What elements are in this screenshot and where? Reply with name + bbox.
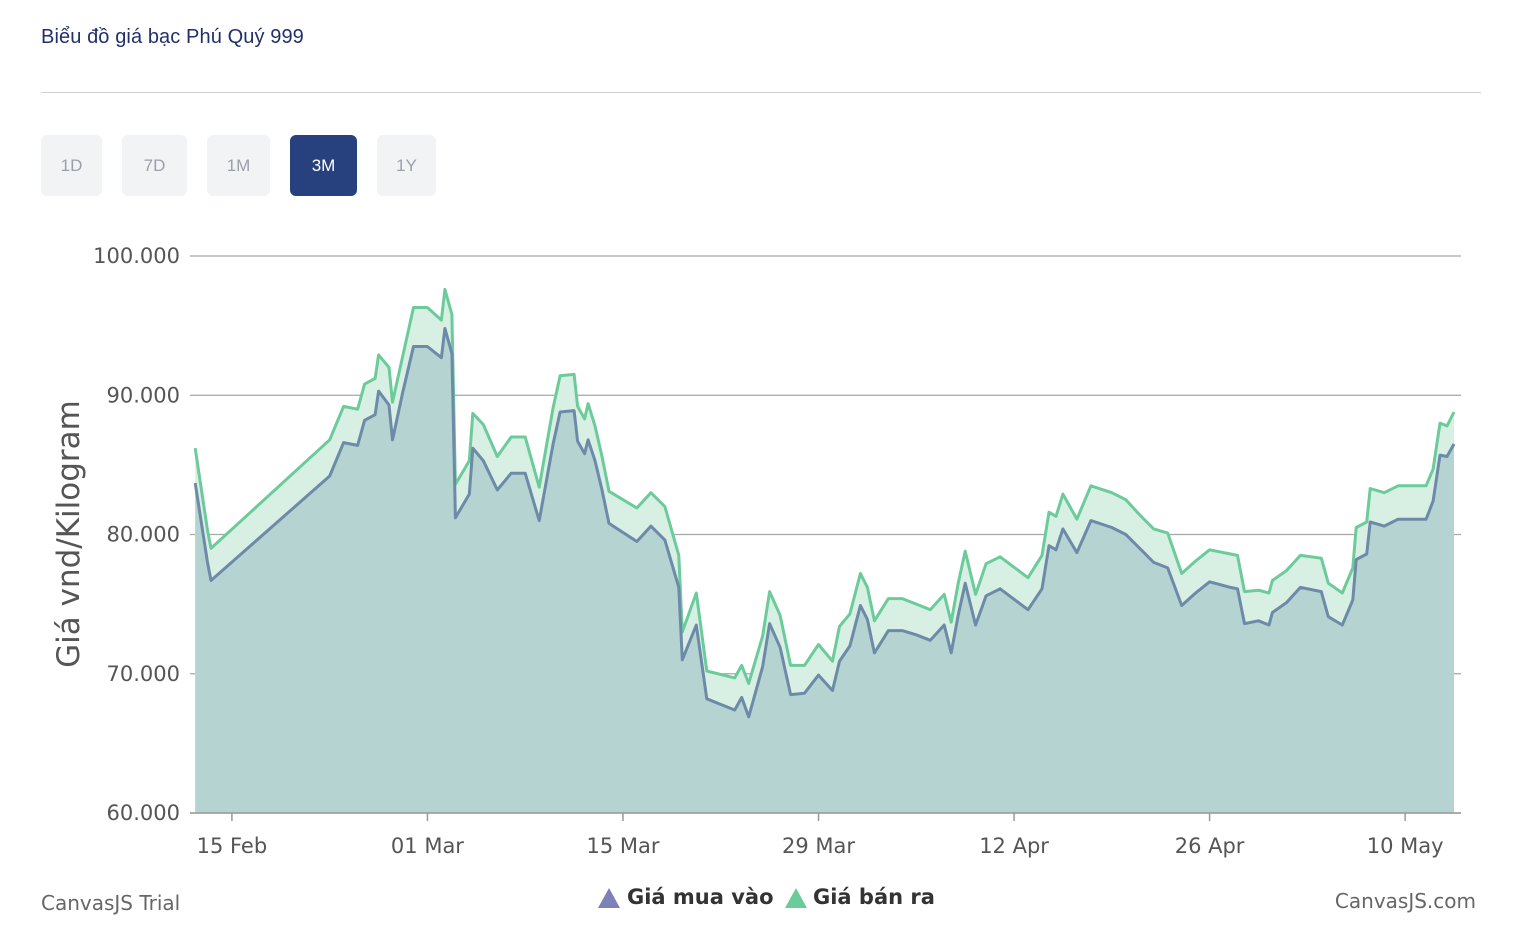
chart-areas — [193, 287, 1456, 813]
x-axis: 15 Feb 01 Mar 15 Mar 29 Mar 12 Apr 26 Apr 10 M… — [190, 812, 1461, 858]
legend-sell-label: Giá bán ra — [813, 885, 935, 909]
y-tick-label: 100.000 — [93, 244, 180, 268]
legend-item-sell[interactable]: Giá bán ra — [785, 885, 935, 909]
legend-buy-marker — [598, 888, 620, 908]
credit-right[interactable]: CanvasJS.com — [1335, 889, 1476, 913]
y-tick-label: 70.000 — [107, 662, 180, 686]
y-tick-labels: 60.000 70.000 80.000 90.000 100.000 — [93, 244, 180, 825]
legend-item-buy[interactable]: Giá mua vào — [598, 885, 774, 909]
legend-sell-marker — [785, 888, 807, 908]
range-button-1d[interactable]: 1D — [41, 135, 102, 196]
range-button-7d[interactable]: 7D — [122, 135, 187, 196]
x-tick-label: 10 May — [1367, 834, 1444, 858]
buy-area — [195, 328, 1455, 813]
x-tick-label: 15 Feb — [197, 834, 268, 858]
y-tick-label: 80.000 — [107, 523, 180, 547]
y-axis-title: Giá vnd/Kilogram — [51, 400, 87, 668]
y-tick-label: 90.000 — [107, 383, 180, 407]
x-tick-label: 01 Mar — [391, 834, 464, 858]
x-tick-label: 15 Mar — [586, 834, 659, 858]
range-button-3m[interactable]: 3M — [290, 135, 357, 196]
header-divider — [41, 92, 1481, 93]
sell-line — [193, 287, 1456, 685]
x-tick-label: 12 Apr — [979, 834, 1049, 858]
legend: Giá mua vào Giá bán ra — [598, 885, 935, 909]
range-button-1m[interactable]: 1M — [207, 135, 270, 196]
chart-title: Biểu đồ giá bạc Phú Quý 999 — [41, 26, 304, 48]
x-tick-label: 26 Apr — [1175, 834, 1245, 858]
credit-left: CanvasJS Trial — [41, 891, 180, 915]
legend-buy-label: Giá mua vào — [627, 885, 774, 909]
buy-line — [193, 326, 1456, 719]
range-button-1y[interactable]: 1Y — [377, 135, 436, 196]
y-tick-label: 60.000 — [107, 801, 180, 825]
x-tick-label: 29 Mar — [782, 834, 855, 858]
